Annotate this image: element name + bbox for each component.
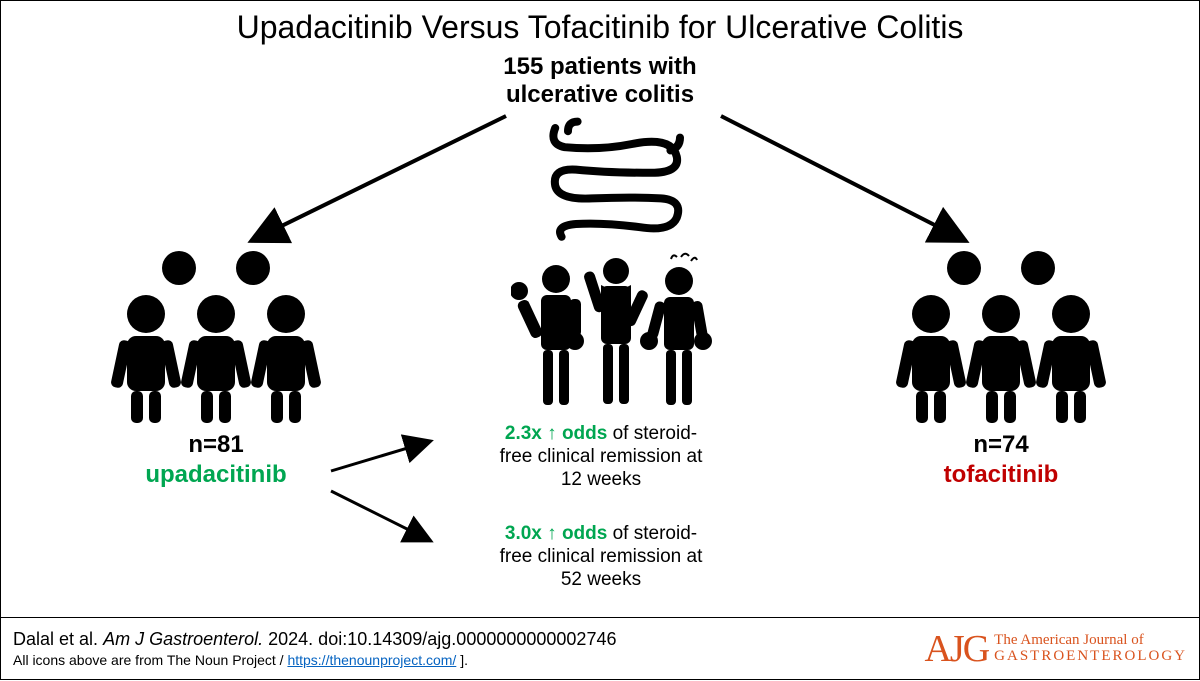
ajg-line1: The American Journal of [994, 633, 1187, 649]
outcome1-odds: 2.3x ↑ odds [505, 423, 607, 444]
population-header: 155 patients with ulcerative colitis [1, 53, 1199, 108]
citation-year-doi: 2024. doi:10.14309/ajg.0000000000002746 [268, 629, 616, 649]
ajg-text: The American Journal of GASTROENTEROLOGY [994, 633, 1187, 665]
ajg-logo: AJG The American Journal of GASTROENTERO… [924, 627, 1187, 671]
boxing-referee-icon [511, 249, 721, 424]
attribution-prefix: All icons above are from The Noun Projec… [13, 652, 287, 668]
left-n-label: n=81 [111, 431, 321, 459]
header-line1: 155 patients with [503, 53, 696, 80]
citation: Dalal et al. Am J Gastroenterol. 2024. d… [13, 628, 616, 670]
right-drug-name: tofacitinib [896, 461, 1106, 489]
intestine-icon [536, 111, 696, 241]
left-cohort-icon [101, 246, 331, 426]
infographic-page: Upadacitinib Versus Tofacitinib for Ulce… [0, 0, 1200, 680]
outcome2-odds: 3.0x ↑ odds [505, 523, 607, 544]
footer: Dalal et al. Am J Gastroenterol. 2024. d… [1, 617, 1199, 679]
citation-author: Dalal et al. [13, 629, 98, 649]
header-line2: ulcerative colitis [506, 81, 694, 108]
right-cohort-icon [886, 246, 1116, 426]
page-title: Upadacitinib Versus Tofacitinib for Ulce… [1, 9, 1199, 46]
ajg-mark: AJG [924, 627, 988, 671]
outcome-12wk: 2.3x ↑ odds of steroid- free clinical re… [441, 423, 761, 491]
up-arrow-icon: ↑ [547, 523, 557, 544]
outcome-52wk: 3.0x ↑ odds of steroid- free clinical re… [441, 523, 761, 591]
attribution-suffix: ]. [456, 652, 468, 668]
right-n-label: n=74 [896, 431, 1106, 459]
ajg-line2: GASTROENTEROLOGY [994, 649, 1187, 665]
citation-journal: Am J Gastroenterol. [103, 629, 263, 649]
attribution-link[interactable]: https://thenounproject.com/ [287, 652, 456, 668]
up-arrow-icon: ↑ [547, 423, 557, 444]
left-drug-name: upadacitinib [111, 461, 321, 489]
